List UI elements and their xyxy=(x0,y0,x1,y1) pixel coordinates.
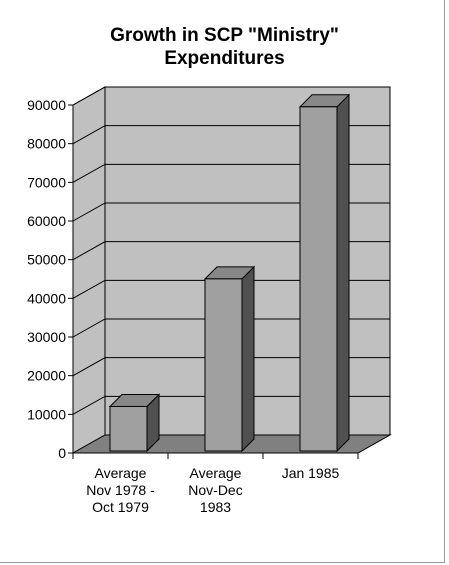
x-tick-label-line: Nov 1978 - xyxy=(86,482,155,498)
y-axis: 0 10000 20000 30000 40000 50000 60000 70000 8000… xyxy=(27,97,73,461)
bar-side xyxy=(241,265,255,453)
y-tick-label: 40000 xyxy=(27,290,66,306)
bar-side xyxy=(336,93,350,453)
y-tick-label: 60000 xyxy=(27,213,66,229)
gridline xyxy=(72,163,390,183)
gridline xyxy=(72,357,390,377)
chart-title-line-1: Growth in SCP "Ministry" xyxy=(110,25,339,46)
x-tick-label: Average Nov 1978 -Oct 1979 xyxy=(86,465,155,515)
x-tick-label: Average Nov-Dec 1983 xyxy=(188,465,242,515)
y-tick-label: 0 xyxy=(58,445,66,461)
y-tick-label: 20000 xyxy=(27,368,66,384)
x-tick-label-line: Average xyxy=(95,465,147,481)
y-tick-label: 70000 xyxy=(27,174,66,190)
y-tick-label: 10000 xyxy=(27,406,66,422)
gridline xyxy=(72,241,390,261)
y-tick-label: 50000 xyxy=(27,252,66,268)
gridline xyxy=(72,395,390,415)
chart-title: Growth in SCP "Ministry" Expenditures xyxy=(0,24,449,70)
gridline xyxy=(72,86,390,106)
x-tick-label-line: Nov-Dec xyxy=(188,482,242,498)
gridline xyxy=(72,279,390,299)
gridline xyxy=(72,202,390,222)
bar xyxy=(204,278,243,452)
x-tick-label-line: Average xyxy=(190,465,242,481)
x-tick-label: Jan 1985 xyxy=(282,465,340,481)
x-tick-label-line: Jan 1985 xyxy=(282,465,340,481)
y-tick-label: 30000 xyxy=(27,329,66,345)
gridlines xyxy=(72,86,390,415)
side-wall xyxy=(72,86,106,454)
y-tick-label: 90000 xyxy=(27,97,66,113)
x-tick-label-line: 1983 xyxy=(200,499,231,515)
gridline xyxy=(72,318,390,338)
gridline xyxy=(72,125,390,145)
bars xyxy=(108,93,351,453)
bar xyxy=(109,405,148,452)
x-tick-label-line: Oct 1979 xyxy=(92,499,149,515)
y-tick-label: 80000 xyxy=(27,136,66,152)
bar xyxy=(299,106,338,452)
chart-title-line-2: Expenditures xyxy=(164,48,285,69)
